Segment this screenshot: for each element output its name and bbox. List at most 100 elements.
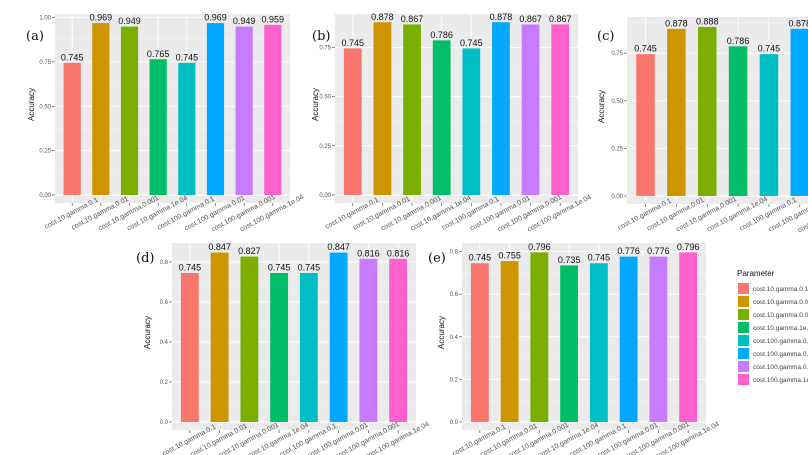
- plot-background: [335, 14, 578, 203]
- y-axis-label: Accuracy: [143, 316, 152, 349]
- bar-value-label: 0.776: [617, 246, 640, 256]
- y-tick-label: 0.75: [319, 45, 331, 51]
- bar: [759, 54, 779, 196]
- bar: [299, 273, 318, 422]
- bar-value-label: 0.745: [469, 253, 492, 263]
- bar-value-label: 0.745: [588, 253, 611, 263]
- bar-value-label: 0.745: [758, 44, 781, 54]
- bar: [359, 258, 378, 422]
- bar-value-label: 0.959: [262, 14, 285, 24]
- legend-key: [738, 374, 749, 385]
- legend-key: [738, 309, 749, 320]
- bar: [389, 258, 408, 422]
- panel-e: 0.00.20.40.60.80.745cost.10.gamma.0.10.7…: [428, 242, 721, 455]
- bar: [206, 23, 225, 195]
- bar-value-label: 0.745: [460, 38, 483, 48]
- bar: [462, 48, 481, 195]
- bar-value-label: 0.949: [118, 16, 141, 26]
- bar: [343, 48, 362, 195]
- bar-value-label: 0.847: [208, 242, 231, 252]
- legend-key: [738, 335, 749, 346]
- legend: Parameter cost.10.gamma.0.1 cost.10.gamma.…: [737, 269, 808, 385]
- bar-value-label: 0.796: [528, 242, 551, 252]
- bar-value-label: 0.847: [327, 242, 350, 252]
- y-tick-label: 0.2: [160, 380, 169, 386]
- bar: [470, 263, 489, 422]
- panel-label: (a): [26, 29, 44, 44]
- bar-value-label: 0.786: [430, 30, 453, 40]
- legend-key: [738, 348, 749, 359]
- y-tick-label: 0.00: [39, 193, 51, 199]
- legend-key: [738, 296, 749, 307]
- panel-label: (c): [597, 29, 614, 44]
- y-tick-label: 0.0: [160, 420, 169, 426]
- bar: [530, 252, 549, 422]
- bar-value-label: 0.969: [90, 13, 113, 23]
- bar: [178, 62, 196, 196]
- bar-value-label: 0.867: [401, 14, 424, 24]
- bar: [270, 273, 289, 422]
- y-tick-label: 0.0: [450, 420, 459, 426]
- bar-value-label: 0.745: [176, 52, 199, 62]
- y-tick-label: 0.4: [450, 335, 459, 341]
- bar: [432, 40, 451, 196]
- y-tick-label: 0.8: [160, 260, 169, 266]
- bar: [373, 22, 392, 195]
- y-tick-label: 0.50: [319, 95, 331, 101]
- bar: [403, 24, 421, 196]
- bar-value-label: 0.878: [789, 18, 808, 28]
- y-tick-label: 0.00: [611, 194, 623, 200]
- bar-value-label: 0.745: [298, 263, 321, 273]
- bar-value-label: 0.755: [498, 251, 521, 261]
- legend-item-label: cost.100.gamma.0.01: [753, 351, 808, 358]
- plot-background: [55, 14, 290, 203]
- y-tick-label: 0.25: [611, 146, 623, 152]
- bar-value-label: 0.867: [519, 14, 542, 24]
- bar: [619, 256, 638, 422]
- y-tick-label: 0.6: [160, 300, 169, 306]
- bar: [329, 252, 348, 422]
- bar: [551, 24, 570, 196]
- bar-value-label: 0.878: [371, 12, 394, 22]
- legend-item-label: cost.10.gamma.0.01: [753, 299, 808, 306]
- bar-value-label: 0.867: [549, 14, 572, 24]
- bar: [679, 252, 698, 422]
- bar: [235, 26, 253, 196]
- legend-key: [738, 322, 749, 333]
- y-tick-label: 0.50: [39, 104, 51, 110]
- bar-value-label: 0.765: [147, 49, 170, 59]
- bar: [180, 273, 199, 422]
- panel-a: 0.000.250.500.751.000.745cost.10.gamma.0…: [26, 13, 305, 234]
- bar: [92, 23, 110, 195]
- bar: [790, 28, 808, 197]
- bar-value-label: 0.827: [238, 246, 261, 256]
- bar-value-label: 0.949: [233, 16, 256, 26]
- bar: [589, 263, 608, 422]
- bar: [149, 59, 167, 195]
- y-tick-label: 0.75: [611, 51, 623, 57]
- bar: [264, 24, 282, 196]
- bar-value-label: 0.745: [268, 263, 291, 273]
- bar: [728, 46, 748, 196]
- y-tick-label: 0.50: [611, 99, 623, 105]
- y-tick-label: 1.00: [39, 16, 51, 22]
- bar: [667, 28, 686, 197]
- panel-label: (e): [428, 251, 446, 266]
- y-tick-label: 0.6: [450, 292, 459, 298]
- bar-value-label: 0.878: [665, 18, 688, 28]
- panel-label: (d): [136, 251, 154, 266]
- bar-value-label: 0.745: [342, 38, 365, 48]
- bar: [521, 24, 540, 196]
- bar-value-label: 0.786: [727, 36, 750, 46]
- bar: [636, 54, 655, 196]
- bar: [120, 26, 139, 196]
- bar-value-label: 0.745: [179, 263, 202, 273]
- bar: [63, 62, 81, 196]
- y-tick-label: 0.00: [319, 193, 331, 199]
- y-tick-label: 0.25: [319, 144, 331, 150]
- y-axis-label: Accuracy: [437, 316, 446, 349]
- y-axis-label: Accuracy: [597, 90, 606, 123]
- panel-c: 0.000.250.500.750.745cost.10.gamma.0.10.…: [597, 16, 808, 234]
- bar-value-label: 0.745: [61, 52, 84, 62]
